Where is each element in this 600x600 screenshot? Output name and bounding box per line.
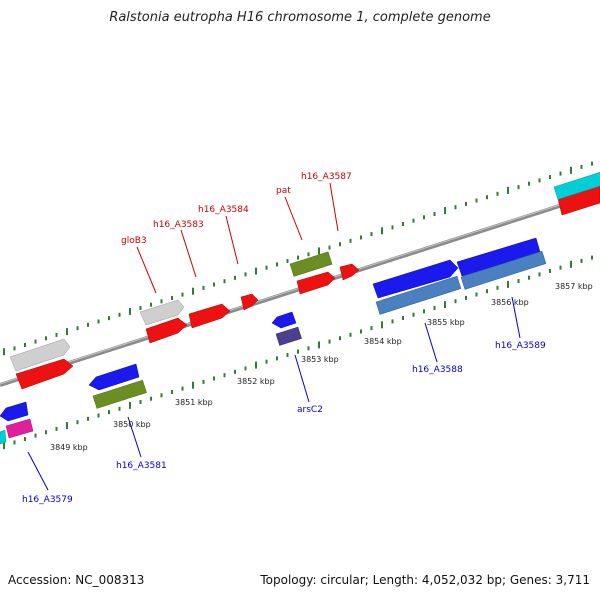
map-title: Ralstonia eutropha H16 chromosome 1, com… <box>109 10 491 25</box>
gene-label[interactable]: arsC2 <box>297 405 323 415</box>
scale-label: 3853 kbp <box>301 355 339 364</box>
gene-feature[interactable] <box>339 263 360 281</box>
gene-label[interactable]: pat <box>276 186 291 196</box>
gene-feature[interactable] <box>275 326 302 346</box>
gene-feature[interactable] <box>460 250 547 290</box>
scale-label: 3855 kbp <box>427 318 465 327</box>
gene-label[interactable]: gloB3 <box>121 236 147 246</box>
accession-text: Accession: NC_008313 <box>8 573 145 587</box>
gene-feature[interactable] <box>296 271 336 295</box>
label-connectors <box>27 182 521 491</box>
gene-feature[interactable] <box>88 363 140 391</box>
topology-text: Topology: circular; Length: 4,052,032 bp… <box>260 573 590 587</box>
gene-feature[interactable] <box>188 303 231 329</box>
gene-label[interactable]: h16_A3589 <box>495 341 546 351</box>
scale-label: 3852 kbp <box>237 377 275 386</box>
reverse-tick-track <box>3 255 593 450</box>
scale-label: 3849 kbp <box>50 443 88 452</box>
gene-feature[interactable] <box>0 429 7 445</box>
scale-labels: 3849 kbp 3850 kbp 3851 kbp 3852 kbp 3853… <box>50 282 593 452</box>
gene-labels: gloB3 h16_A3583 h16_A3584 pat h16_A3587 … <box>22 172 546 505</box>
gene-feature[interactable] <box>145 317 188 344</box>
gene-feature[interactable] <box>372 259 459 299</box>
gene-feature[interactable] <box>0 401 29 422</box>
gene-feature[interactable] <box>553 171 600 200</box>
gene-label[interactable]: h16_A3581 <box>116 461 167 471</box>
scale-label: 3857 kbp <box>555 282 593 291</box>
gene-feature[interactable] <box>139 299 185 326</box>
gene-feature[interactable] <box>375 275 462 315</box>
gene-label[interactable]: h16_A3583 <box>153 220 204 230</box>
gene-label[interactable]: h16_A3579 <box>22 495 73 505</box>
gene-label[interactable]: h16_A3587 <box>301 172 352 182</box>
forward-tick-track <box>3 161 593 356</box>
gene-feature[interactable] <box>240 293 259 311</box>
gene-feature[interactable] <box>9 338 71 372</box>
forward-features <box>9 171 600 390</box>
gene-feature[interactable] <box>92 379 147 409</box>
gene-label[interactable]: h16_A3588 <box>412 365 463 375</box>
scale-label: 3856 kbp <box>491 298 529 307</box>
gene-feature[interactable] <box>289 251 333 277</box>
scale-label: 3854 kbp <box>364 337 402 346</box>
scale-label: 3850 kbp <box>113 420 151 429</box>
gene-feature[interactable] <box>271 311 297 329</box>
scale-label: 3851 kbp <box>175 398 213 407</box>
gene-feature[interactable] <box>5 418 34 439</box>
gene-feature[interactable] <box>15 358 74 390</box>
reverse-features <box>0 250 547 445</box>
gene-label[interactable]: h16_A3584 <box>198 205 249 215</box>
